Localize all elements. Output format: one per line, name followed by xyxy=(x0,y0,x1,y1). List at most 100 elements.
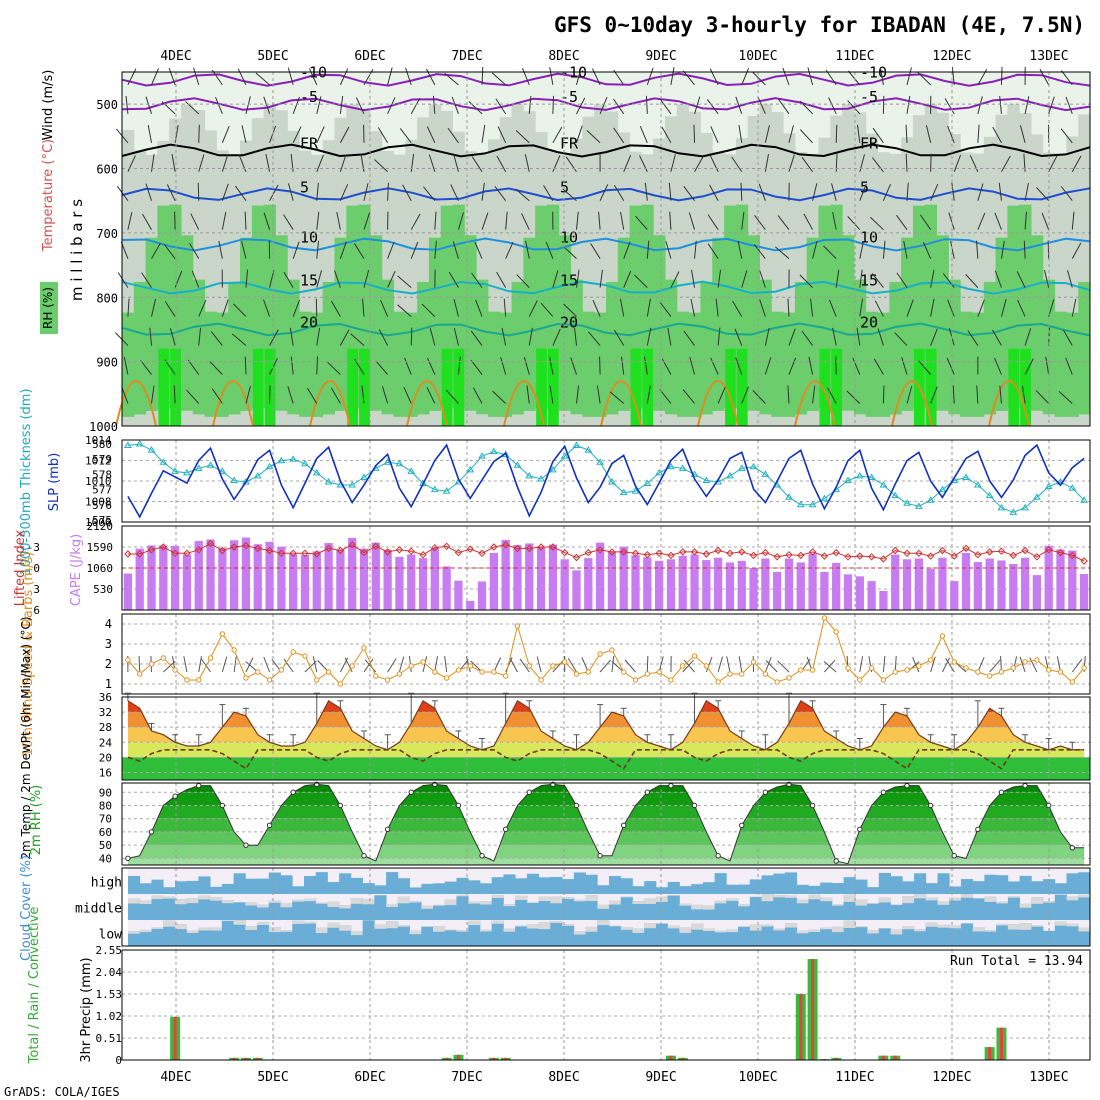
pressure-tick-label: 700 xyxy=(96,227,118,241)
cloud-gap-cell xyxy=(362,898,375,905)
wind-barb xyxy=(151,385,155,404)
rh-shade-moist xyxy=(133,281,147,415)
li-marker xyxy=(442,542,451,551)
cloud-gap-cell xyxy=(843,894,856,902)
cloud-gap-cell xyxy=(796,930,809,934)
precip-tick-label: 2.04 xyxy=(96,966,123,979)
thickness-marker xyxy=(489,447,498,455)
rh-shade-moist xyxy=(240,237,253,411)
cape-bar xyxy=(643,557,652,610)
precip-convective-bar xyxy=(834,1057,838,1060)
wind-barb xyxy=(894,332,908,346)
cloud-gap-cell xyxy=(397,925,410,927)
thickness-marker xyxy=(1080,496,1088,503)
li-marker xyxy=(277,549,286,558)
wind-barb xyxy=(496,155,507,173)
cloud-gap-cell xyxy=(421,905,434,909)
wind-barb xyxy=(734,328,743,346)
cloud-cover-cell xyxy=(925,922,938,946)
cloud-cover-cell xyxy=(198,876,211,894)
cloud-cover-cell xyxy=(784,872,798,894)
wind-barb xyxy=(623,241,631,259)
isotherm-label: 10 xyxy=(300,228,318,246)
cloud-cover-cell xyxy=(362,883,375,894)
cloud-cover-cell xyxy=(960,894,974,920)
cloud-cover-cell xyxy=(644,898,657,920)
wind-barb xyxy=(164,301,176,317)
wind-barb xyxy=(283,214,294,230)
rh-shade-saturated xyxy=(547,348,559,426)
isotherm-label: -10 xyxy=(860,64,887,82)
cloud-gap-cell xyxy=(984,896,997,902)
wind-barb xyxy=(526,385,530,404)
wind-barb xyxy=(536,656,542,673)
wind-barb xyxy=(166,184,176,201)
rh-marker xyxy=(809,802,816,809)
wind-barb xyxy=(381,386,389,404)
cloud-cover-cell xyxy=(831,883,845,894)
wind-speed-marker xyxy=(798,667,804,673)
wind-barb xyxy=(948,212,955,230)
cloud-cover-cell xyxy=(456,894,469,920)
cloud-cover-cell xyxy=(503,904,516,920)
rh-shade-moist xyxy=(1066,312,1079,417)
wind-legend-label: Wind (m/s) xyxy=(41,70,56,141)
cape-bar xyxy=(289,554,298,610)
cloud-gap-cell xyxy=(468,901,481,904)
wind-barb xyxy=(942,273,955,288)
cloud-cover-cell xyxy=(374,924,387,946)
rh-marker xyxy=(597,853,603,859)
cloud-row-label: low xyxy=(99,928,123,943)
wind-barb xyxy=(163,244,176,259)
wind-barb xyxy=(339,95,344,114)
cloud-gap-cell xyxy=(808,929,821,932)
rh-shade-moist xyxy=(523,237,536,411)
wind-barb xyxy=(221,125,230,143)
wind-barb xyxy=(492,390,507,404)
wind-barb xyxy=(896,214,908,230)
wind-barb xyxy=(448,271,459,288)
li-marker xyxy=(820,552,829,560)
rh-marker xyxy=(384,826,391,832)
cape-bar xyxy=(123,573,133,610)
cloud-cover-cell xyxy=(163,896,176,920)
wind-barb xyxy=(1024,96,1030,114)
cloud-cover-cell xyxy=(878,872,891,894)
wind-speed-marker xyxy=(833,629,839,635)
wind-barb xyxy=(753,244,766,259)
wind-barb xyxy=(169,328,176,346)
thickness-marker xyxy=(135,440,144,447)
cloud-gap-cell xyxy=(1031,925,1044,927)
cloud-cover-cell xyxy=(280,875,293,894)
cloud-cover-cell xyxy=(749,896,762,920)
wind-barb xyxy=(575,385,580,404)
wind-speed-marker xyxy=(668,677,674,683)
thickness-marker xyxy=(796,500,805,508)
cape-bar xyxy=(855,576,864,610)
cloud-cover-cell xyxy=(702,882,715,894)
wind-barb xyxy=(717,269,721,288)
cloud-cover-cell xyxy=(257,904,270,920)
rh-shade-moist xyxy=(653,235,666,411)
wind-speed-marker xyxy=(916,663,922,669)
cape-bar xyxy=(265,541,274,610)
wind-barb xyxy=(925,125,932,143)
cloud-cover-cell xyxy=(796,899,809,920)
wind-tick-label: 2 xyxy=(105,657,112,671)
wind10m-panel: 1 2 3 4 10m Wind Speed & Barbs (m/s) xyxy=(21,552,1091,756)
cloud-cover-cell xyxy=(1066,896,1079,920)
rh-marker xyxy=(880,789,887,795)
slp-tick-label: 1008 xyxy=(85,496,112,509)
wind-barb xyxy=(799,100,813,115)
wind-barb xyxy=(444,72,459,86)
wind-barb xyxy=(161,101,176,115)
cloud-gap-cell xyxy=(210,927,223,931)
thickness-marker xyxy=(643,479,652,487)
cape-bar xyxy=(1056,549,1065,610)
li-marker xyxy=(478,549,486,558)
wind-barb xyxy=(717,327,721,346)
wind-speed-marker xyxy=(337,681,344,687)
li-marker xyxy=(572,553,581,562)
cloud-cover-cell xyxy=(456,877,469,894)
cloud-cover-cell xyxy=(292,899,305,920)
